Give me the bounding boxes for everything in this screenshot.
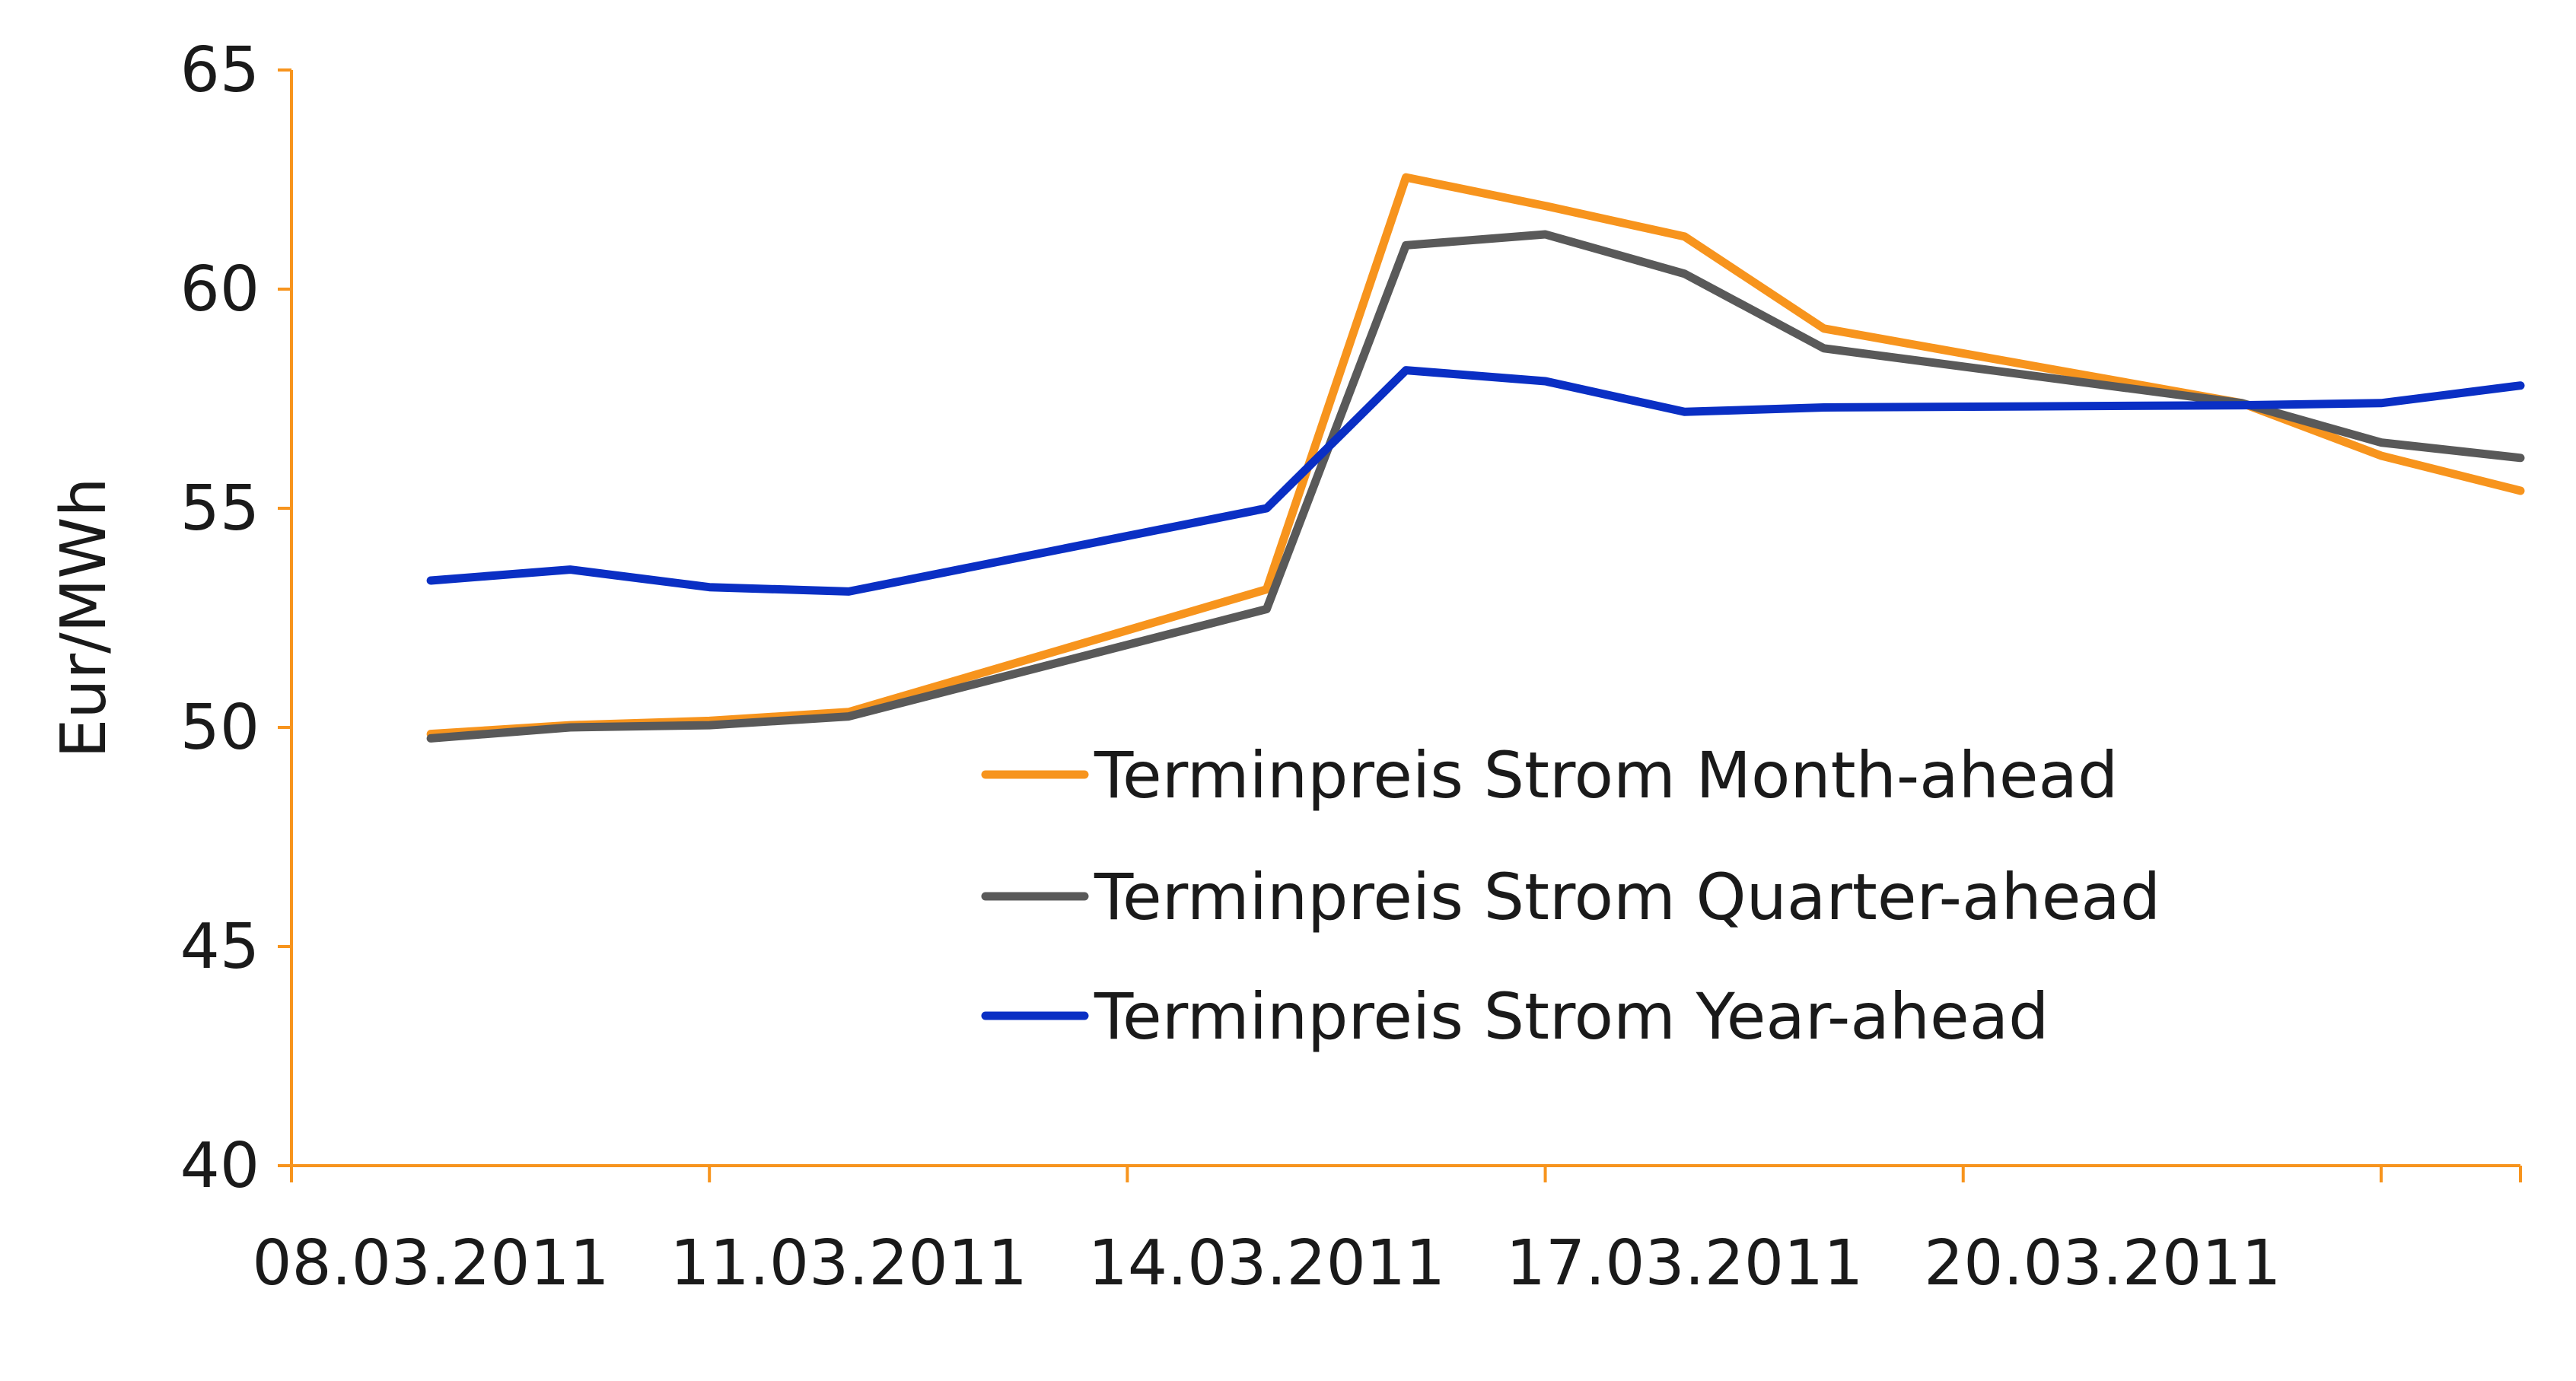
y-tick-label: 50 <box>180 692 260 764</box>
y-tick-label: 60 <box>180 253 260 326</box>
legend-label: Terminpreis Strom Month-ahead <box>1094 738 2118 813</box>
y-axis-title: Eur/MWh <box>48 478 120 759</box>
y-tick-label: 45 <box>180 911 260 983</box>
x-tick-label: 14.03.2011 <box>1088 1227 1446 1300</box>
legend: Terminpreis Strom Month-ahead Terminpreis… <box>981 738 2160 1054</box>
series-layer <box>426 173 2525 743</box>
series-line-1 <box>426 173 2525 739</box>
series-line-3 <box>426 366 2525 596</box>
series-line-2 <box>426 230 2525 743</box>
legend-label: Terminpreis Strom Quarter-ahead <box>1094 860 2160 934</box>
x-ticks: 08.03.2011 11.03.2011 14.03.2011 17.03.2011… <box>252 1166 2522 1300</box>
y-tick-label: 65 <box>180 34 260 107</box>
y-ticks: 40 45 50 55 60 65 <box>180 34 291 1202</box>
x-tick-label: 08.03.2011 <box>252 1227 610 1300</box>
x-tick-label: 11.03.2011 <box>670 1227 1028 1300</box>
legend-label: Terminpreis Strom Year-ahead <box>1094 979 2049 1054</box>
x-tick-label: 17.03.2011 <box>1506 1227 1864 1300</box>
axes-layer <box>290 70 2520 1167</box>
x-tick-label: 20.03.2011 <box>1924 1227 2281 1300</box>
y-tick-label: 40 <box>180 1130 260 1202</box>
y-tick-label: 55 <box>180 473 260 545</box>
